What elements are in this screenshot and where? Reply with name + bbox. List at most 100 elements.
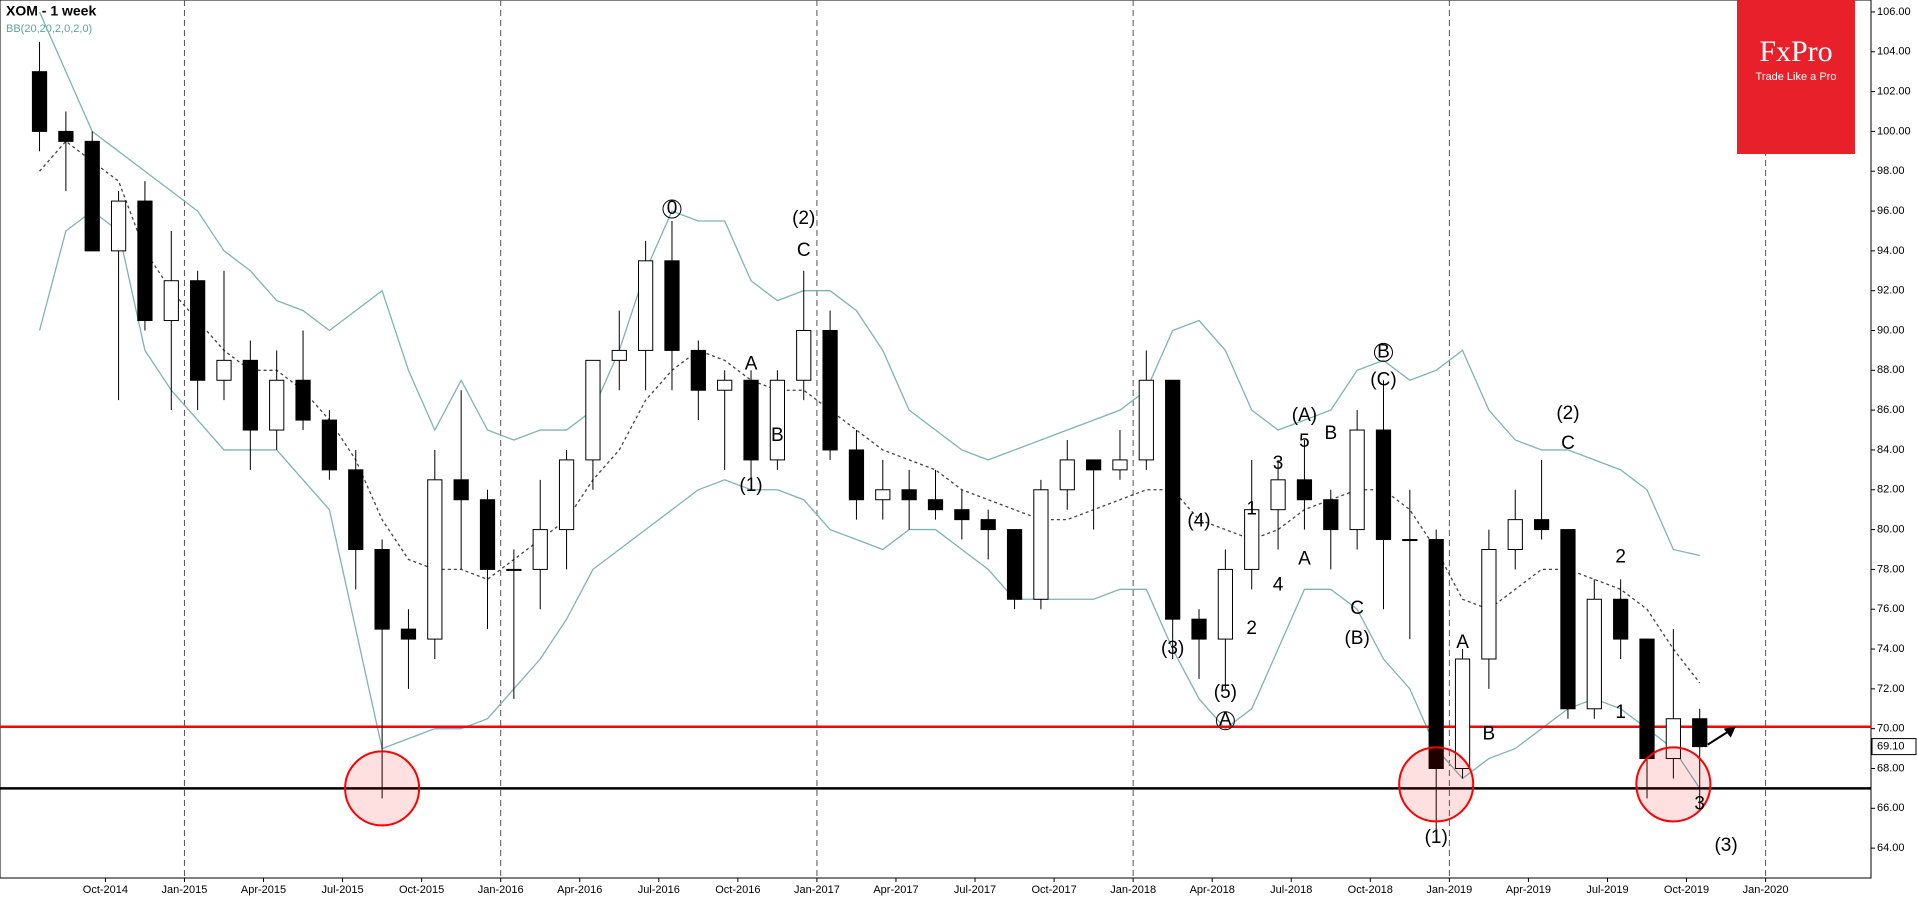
y-tick-label: 70.00	[1877, 723, 1905, 735]
y-tick-label: 88.00	[1877, 364, 1905, 376]
y-tick-label: 102.00	[1877, 85, 1911, 97]
candle-body	[31, 71, 48, 132]
trend-arrow-head	[1723, 726, 1736, 738]
candle-body	[242, 359, 258, 431]
x-tick-label: Jul-2017	[954, 884, 996, 896]
wave-label: (B)	[1344, 628, 1369, 649]
wave-label: B	[771, 425, 784, 446]
wave-label: (3)	[1161, 638, 1184, 659]
x-tick-label: Oct-2017	[1031, 884, 1076, 896]
candle-body	[1059, 459, 1075, 491]
wave-label: 3	[1273, 453, 1284, 474]
candle-body	[1349, 429, 1365, 531]
candle-body	[216, 359, 232, 381]
x-tick-label: Jan-2015	[162, 884, 208, 896]
candle-body	[875, 489, 891, 501]
trend-arrow	[1707, 729, 1731, 746]
y-tick-label: 76.00	[1877, 603, 1905, 615]
x-tick-label: Oct-2019	[1664, 884, 1709, 896]
candle-body	[927, 499, 944, 511]
y-tick-label: 104.00	[1877, 46, 1911, 58]
candle-body	[269, 379, 285, 431]
wave-label: C	[797, 240, 811, 261]
last-price-box	[1871, 738, 1917, 756]
last-price-label: 69.10	[1877, 741, 1905, 753]
candle-body	[901, 489, 917, 501]
candle-body	[848, 449, 865, 501]
candle-body	[374, 548, 390, 630]
candle-body	[1639, 638, 1655, 760]
highlight-circle	[1635, 746, 1712, 823]
candle-body	[558, 459, 575, 531]
candle-body	[1613, 598, 1629, 640]
indicator-label: BB(20,20,2,0,2,0)	[6, 23, 92, 35]
candle-body	[84, 140, 100, 252]
wave-label: (C)	[1370, 369, 1396, 390]
candle-body	[1507, 519, 1523, 550]
chart-title: XOM - 1 week	[6, 3, 96, 19]
y-tick-label: 100.00	[1877, 125, 1911, 137]
candle-body	[980, 519, 996, 531]
candle-body	[58, 130, 74, 142]
wave-label: B	[1324, 423, 1337, 444]
plot-frame	[0, 0, 1872, 879]
wave-label: 0	[667, 198, 678, 219]
band-lower	[38, 210, 1701, 789]
candle-body	[400, 628, 417, 640]
logo-brand: FxPro	[1759, 35, 1832, 68]
wave-label: (5)	[1214, 682, 1237, 703]
annotation-circle	[1215, 711, 1235, 731]
candle-body	[110, 200, 127, 252]
candle-body	[822, 329, 838, 451]
y-tick-label: 74.00	[1877, 643, 1905, 655]
y-tick-label: 66.00	[1877, 802, 1905, 814]
band-upper	[38, 11, 1700, 557]
candle-body	[1323, 499, 1339, 531]
y-tick-label: 78.00	[1877, 563, 1905, 575]
wave-label: (2)	[792, 208, 815, 229]
candle-body	[1454, 658, 1471, 769]
candle-body	[585, 359, 601, 461]
candle-body	[1033, 489, 1049, 600]
wave-label: 2	[1615, 546, 1626, 567]
candle-body	[796, 329, 812, 381]
candle-body	[1402, 539, 1418, 542]
x-tick-label: Oct-2014	[83, 884, 128, 896]
annotation-circle	[1373, 342, 1393, 362]
wave-label: (A)	[1292, 405, 1317, 426]
x-tick-label: Apr-2015	[241, 884, 286, 896]
wave-label: A	[1456, 632, 1469, 653]
candle-body	[1085, 459, 1102, 471]
candle-body	[717, 379, 733, 391]
candle-body	[1006, 529, 1023, 600]
y-tick-label: 64.00	[1877, 842, 1905, 854]
candle-body	[1191, 618, 1207, 640]
candle-body	[1560, 529, 1576, 710]
x-tick-label: Apr-2019	[1506, 884, 1551, 896]
candle-body	[638, 260, 654, 351]
candle-body	[664, 260, 680, 351]
candle-body	[769, 379, 786, 461]
x-tick-label: Jul-2016	[638, 884, 680, 896]
candle-body	[1296, 479, 1313, 501]
y-tick-label: 96.00	[1877, 205, 1905, 217]
candle-body	[348, 469, 364, 550]
candle-body	[190, 280, 206, 381]
wave-label: (1)	[739, 475, 762, 496]
y-tick-label: 84.00	[1877, 444, 1905, 456]
x-tick-label: Jan-2017	[794, 884, 840, 896]
y-tick-label: 86.00	[1877, 404, 1905, 416]
x-tick-label: Apr-2018	[1190, 884, 1235, 896]
wave-label: A	[1298, 548, 1311, 569]
x-tick-label: Oct-2015	[399, 884, 444, 896]
candle-body	[1138, 379, 1154, 461]
candle-body	[1665, 718, 1681, 760]
x-tick-label: Apr-2016	[557, 884, 602, 896]
x-tick-label: Jul-2019	[1586, 884, 1628, 896]
candle-body	[1112, 459, 1128, 471]
candle-body	[1692, 718, 1708, 748]
wave-label: B	[1483, 724, 1496, 745]
candle-body	[1375, 429, 1392, 541]
candle-body	[1165, 379, 1181, 620]
